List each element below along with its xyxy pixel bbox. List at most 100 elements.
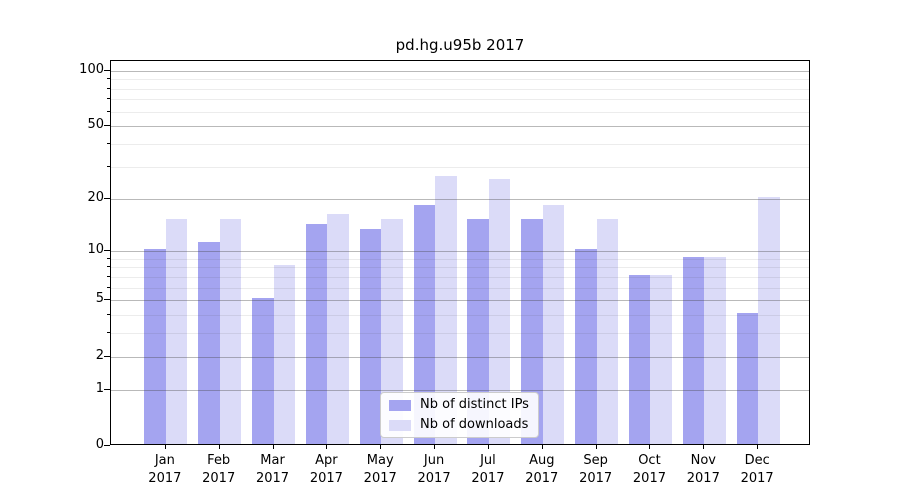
gridline-minor-40 [111, 144, 809, 146]
y-minor-tick-8 [106, 266, 110, 268]
bar-downloads-may [381, 218, 403, 444]
x-tick-label-apr: Apr 2017 [296, 452, 356, 488]
x-label-year: 2017 [471, 471, 505, 486]
gridline-minor-4 [111, 315, 809, 317]
bar-distinct-ips-jul [467, 218, 489, 444]
x-label-month: Jul [480, 453, 496, 468]
x-label-year: 2017 [579, 471, 613, 486]
y-tick-label-20: 20 [87, 189, 104, 205]
y-tick-label-10: 10 [87, 242, 104, 258]
y-tick-label-2: 2 [95, 347, 104, 363]
bar-distinct-ips-nov [682, 256, 705, 444]
bar-downloads-jun [435, 176, 457, 444]
legend-label-downloads: Nb of downloads [420, 417, 529, 432]
y-minor-tick-90 [106, 78, 110, 80]
bar-distinct-ips-jan [144, 249, 166, 444]
gridline-minor-7 [111, 276, 809, 278]
bar-downloads-sep [596, 218, 619, 444]
y-minor-tick-80 [106, 87, 110, 89]
x-label-month: Apr [315, 453, 338, 468]
y-minor-tick-30 [106, 165, 110, 167]
x-tick-jun [434, 445, 436, 449]
bar-distinct-ips-dec [736, 313, 759, 444]
bar-distinct-ips-feb [198, 242, 220, 444]
y-tick-label-0: 0 [95, 437, 104, 452]
gridline-5 [111, 300, 809, 302]
bar-distinct-ips-oct [628, 274, 651, 444]
x-tick-nov [703, 445, 705, 449]
x-tick-jan [164, 445, 166, 449]
y-tick-1 [104, 388, 110, 390]
bar-downloads-mar [273, 265, 296, 444]
x-label-year: 2017 [363, 471, 397, 486]
x-label-month: Dec [744, 453, 770, 468]
gridline-1 [111, 389, 809, 391]
bar-downloads-dec [758, 196, 780, 444]
x-tick-label-nov: Nov 2017 [673, 452, 733, 488]
x-tick-label-feb: Feb 2017 [189, 452, 249, 488]
x-label-month: Aug [529, 453, 555, 468]
bar-downloads-oct [650, 274, 672, 444]
legend-item-distinct-ips: Nb of distinct IPs [389, 397, 529, 413]
x-label-year: 2017 [525, 471, 559, 486]
y-minor-tick-4 [106, 314, 110, 316]
x-label-year: 2017 [417, 471, 451, 486]
gridline-50 [111, 126, 809, 128]
x-tick-dec [757, 445, 759, 449]
y-tick-5 [104, 299, 110, 301]
y-tick-2 [104, 355, 110, 357]
x-tick-label-jun: Jun 2017 [404, 452, 464, 488]
x-tick-label-may: May 2017 [350, 452, 410, 488]
y-tick-50 [104, 125, 110, 127]
x-label-year: 2017 [148, 471, 182, 486]
legend-label-distinct-ips: Nb of distinct IPs [420, 397, 529, 412]
x-label-month: Oct [638, 453, 661, 468]
y-minor-tick-7 [106, 275, 110, 277]
bar-downloads-jul [488, 179, 511, 444]
y-minor-tick-40 [106, 143, 110, 145]
x-label-month: May [366, 453, 394, 468]
x-tick-label-sep: Sep 2017 [566, 452, 626, 488]
x-tick-mar [272, 445, 274, 449]
legend-swatch-downloads-icon [389, 419, 411, 431]
x-tick-sep [595, 445, 597, 449]
gridline-minor-60 [111, 111, 809, 113]
gridline-minor-90 [111, 79, 809, 81]
gridline-minor-70 [111, 99, 809, 101]
x-tick-aug [541, 445, 543, 449]
chart-title: pd.hg.u95b 2017 [395, 36, 525, 54]
y-tick-0 [104, 445, 110, 446]
bar-downloads-nov [704, 256, 726, 444]
legend-swatch-ips-icon [389, 399, 411, 411]
gridline-2 [111, 356, 809, 358]
y-minor-tick-6 [106, 286, 110, 288]
y-tick-label-50: 50 [87, 117, 104, 133]
bar-distinct-ips-may [359, 229, 382, 444]
y-minor-tick-9 [106, 257, 110, 259]
y-tick-100 [104, 69, 110, 71]
x-tick-label-jan: Jan 2017 [135, 452, 195, 488]
bar-downloads-jan [165, 218, 188, 444]
x-tick-label-mar: Mar 2017 [243, 452, 303, 488]
y-minor-tick-70 [106, 98, 110, 100]
y-tick-label-5: 5 [95, 291, 104, 307]
x-label-year: 2017 [686, 471, 720, 486]
x-label-year: 2017 [255, 471, 290, 486]
y-minor-tick-3 [106, 332, 110, 334]
bar-distinct-ips-apr [305, 223, 328, 444]
x-tick-label-jul: Jul 2017 [458, 452, 518, 488]
y-tick-10 [104, 250, 110, 252]
x-tick-label-oct: Oct 2017 [619, 452, 679, 488]
gridline-minor-6 [111, 287, 809, 289]
y-tick-label-100: 100 [79, 61, 104, 77]
x-label-month: Feb [207, 453, 231, 468]
bar-downloads-aug [542, 204, 565, 444]
bar-distinct-ips-aug [521, 218, 543, 444]
gridline-minor-30 [111, 166, 809, 168]
x-label-year: 2017 [202, 471, 236, 486]
x-label-month: Jun [423, 453, 445, 468]
x-label-month: Mar [260, 453, 285, 468]
gridline-100 [111, 70, 809, 72]
x-label-month: Sep [583, 453, 608, 468]
